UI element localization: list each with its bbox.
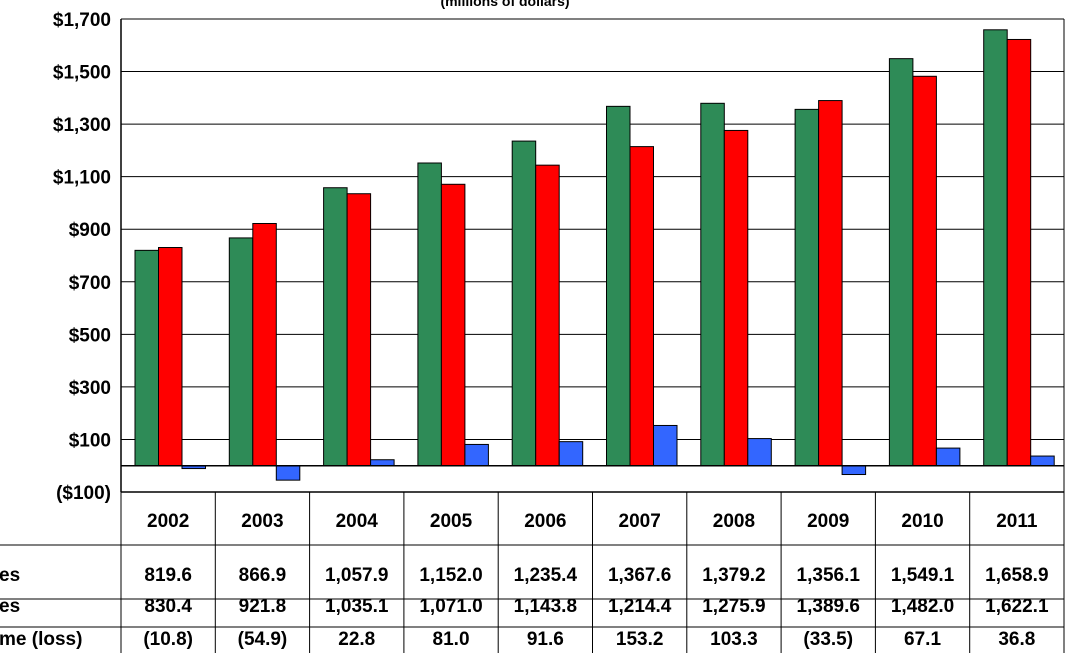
data-label-2005-series-2: 1,071.0: [419, 596, 482, 617]
data-label-2007-series-1: 1,367.6: [608, 565, 671, 586]
data-label-2003-series-2: 921.8: [239, 596, 287, 617]
bar-2009-series-2: [818, 100, 843, 467]
y-tick-label: $100: [69, 430, 111, 451]
category-label-2003: 2003: [241, 511, 283, 532]
bar-2005-series-2: [440, 183, 466, 467]
category-label-2008: 2008: [713, 511, 755, 532]
bar-2008-series-1: [700, 102, 725, 467]
bar-2011-series-2: [1006, 38, 1032, 467]
bar-2009-series-1: [794, 108, 820, 467]
bar-2006-series-3: [558, 441, 584, 467]
bar-2008-series-3: [747, 438, 772, 467]
category-label-2009: 2009: [807, 511, 849, 532]
data-label-2004-series-2: 1,035.1: [325, 596, 389, 617]
bar-2004-series-3: [370, 459, 395, 467]
bar-2007-series-1: [606, 105, 631, 467]
data-label-2008-series-2: 1,275.9: [702, 596, 765, 617]
bar-2007-series-3: [653, 424, 678, 467]
data-label-2009-series-1: 1,356.1: [797, 565, 861, 586]
data-label-2006-series-3: 91.6: [527, 629, 564, 650]
bar-2006-series-2: [535, 164, 560, 467]
data-table: 2002 2003 2004 2005 2006 2007 2008 2009 2010 2011…: [0, 491, 1065, 653]
data-label-2009-series-2: 1,389.6: [797, 596, 860, 617]
data-label-2003-series-1: 866.9: [239, 565, 287, 586]
bar-2010-series-1: [888, 58, 914, 467]
bar-2005-series-3: [464, 443, 489, 467]
bar-2006-series-1: [511, 140, 537, 467]
category-label-2007: 2007: [619, 511, 661, 532]
bar-2010-series-3: [935, 447, 961, 467]
bar-2009-series-3: [841, 465, 867, 476]
bar-2003-series-1: [228, 237, 254, 467]
category-label-2005: 2005: [430, 511, 473, 532]
data-label-2007-series-2: 1,214.4: [608, 596, 672, 617]
bar-2003-series-2: [252, 222, 277, 467]
legend-row-label-3: me (loss): [0, 629, 82, 650]
data-label-2003-series-3: (54.9): [238, 629, 288, 650]
data-label-2005-series-3: 81.0: [433, 629, 470, 650]
y-tick-label: $700: [69, 273, 111, 294]
y-tick-label: $1,700: [53, 10, 111, 31]
data-label-2011-series-3: 36.8: [998, 629, 1035, 650]
y-tick-label: $300: [69, 378, 111, 399]
bar-2004-series-2: [346, 193, 372, 467]
data-label-2008-series-1: 1,379.2: [702, 565, 765, 586]
data-label-2002-series-3: (10.8): [143, 629, 193, 650]
data-label-2005-series-1: 1,152.0: [419, 565, 482, 586]
data-label-2002-series-1: 819.6: [144, 565, 192, 586]
data-label-2006-series-2: 1,143.8: [514, 596, 577, 617]
bar-2002-series-1: [134, 249, 159, 467]
data-label-2009-series-3: (33.5): [803, 629, 853, 650]
data-label-2010-series-3: 67.1: [904, 629, 941, 650]
y-tick-label: ($100): [56, 483, 111, 504]
bar-2005-series-1: [417, 162, 442, 467]
data-label-2010-series-2: 1,482.0: [891, 596, 954, 617]
bar-2007-series-2: [629, 146, 654, 467]
category-label-2010: 2010: [901, 511, 943, 532]
data-label-2006-series-1: 1,235.4: [514, 565, 578, 586]
data-label-2010-series-1: 1,549.1: [891, 565, 955, 586]
bar-2002-series-2: [158, 247, 183, 467]
bar-2011-series-3: [1030, 455, 1055, 467]
axes: [120, 19, 1065, 492]
data-label-2011-series-1: 1,658.9: [985, 565, 1048, 586]
y-tick-labels: $1,700 $1,500 $1,300 $1,100 $900 $700 $500 $300…: [53, 10, 111, 504]
bars: [134, 29, 1055, 481]
y-tick-label: $1,100: [53, 168, 111, 189]
chart-subtitle: (millions of dollars): [440, 0, 569, 9]
bar-2010-series-2: [912, 75, 937, 467]
bar-2011-series-1: [983, 29, 1008, 467]
data-label-2004-series-3: 22.8: [338, 629, 375, 650]
data-label-2002-series-2: 830.4: [144, 596, 192, 617]
category-label-2002: 2002: [147, 511, 189, 532]
category-label-2004: 2004: [336, 511, 379, 532]
bar-2004-series-1: [323, 187, 348, 467]
bar-2003-series-3: [275, 465, 301, 481]
data-label-2007-series-3: 153.2: [616, 629, 664, 650]
y-tick-label: $500: [69, 325, 111, 346]
legend-row-label-1: es: [0, 565, 20, 586]
y-tick-label: $900: [69, 220, 111, 241]
y-tick-label: $1,300: [53, 115, 111, 136]
data-label-2011-series-2: 1,622.1: [985, 596, 1049, 617]
legend-row-label-2: es: [0, 596, 20, 617]
y-tick-label: $1,500: [53, 63, 111, 84]
bar-2008-series-2: [723, 129, 749, 467]
data-label-2008-series-3: 103.3: [710, 629, 758, 650]
data-label-2004-series-1: 1,057.9: [325, 565, 388, 586]
category-label-2006: 2006: [524, 511, 566, 532]
category-label-2011: 2011: [996, 511, 1038, 532]
